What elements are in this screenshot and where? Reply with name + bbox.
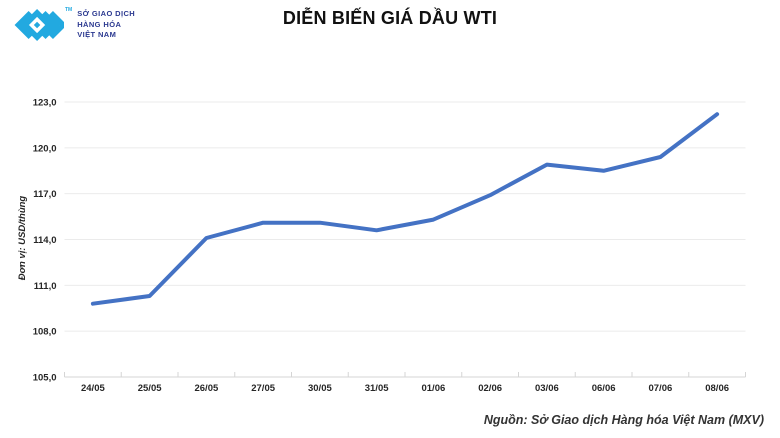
x-tick-label: 25/05 bbox=[138, 383, 162, 394]
x-tick-label: 02/06 bbox=[478, 383, 502, 394]
x-tick-label: 08/06 bbox=[705, 383, 729, 394]
y-tick-label: 123,0 bbox=[33, 98, 57, 109]
logo-line-1: SỞ GIAO DỊCH bbox=[77, 9, 136, 18]
trademark-label: TM bbox=[65, 7, 73, 13]
logo-line-3: VIỆT NAM bbox=[77, 30, 117, 39]
y-tick-label: 117,0 bbox=[33, 189, 56, 200]
x-tick-label: 01/06 bbox=[421, 383, 445, 394]
mxv-logo-icon bbox=[14, 8, 64, 42]
price-line bbox=[90, 112, 720, 306]
x-tick-label: 24/05 bbox=[81, 383, 105, 394]
y-tick-label: 108,0 bbox=[33, 327, 57, 338]
x-tick-label: 30/05 bbox=[308, 383, 332, 394]
logo-line-2: HÀNG HÓA bbox=[77, 19, 122, 29]
y-tick-label: 111,0 bbox=[34, 281, 57, 292]
x-tick-label: 27/05 bbox=[251, 383, 275, 394]
x-tick-label: 07/06 bbox=[648, 383, 672, 394]
x-tick-label: 03/06 bbox=[535, 383, 559, 394]
x-tick-label: 31/05 bbox=[365, 383, 389, 394]
chart-title: DIỄN BIẾN GIÁ DẦU WTI bbox=[282, 8, 498, 28]
source-caption: Nguồn: Sở Giao dịch Hàng hóa Việt Nam (M… bbox=[483, 413, 764, 427]
mxv-logo: TM SỞ GIAO DỊCH HÀNG HÓA VIỆT NAM bbox=[12, 6, 135, 44]
y-tick-label: 105,0 bbox=[33, 373, 57, 384]
x-tick-label: 26/05 bbox=[194, 383, 218, 394]
x-tick-label: 06/06 bbox=[592, 383, 616, 394]
y-tick-label: 120,0 bbox=[33, 143, 57, 154]
mxv-logo-wordmark: SỞ GIAO DỊCH HÀNG HÓA VIỆT NAM bbox=[77, 9, 135, 41]
y-tick-label: 114,0 bbox=[33, 235, 56, 246]
y-axis-title: Đơn vị: USD/thùng bbox=[17, 195, 28, 281]
